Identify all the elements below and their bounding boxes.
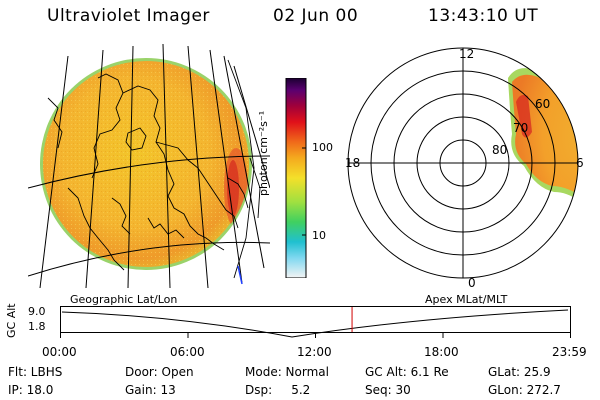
intensity-colorbar [285,78,307,278]
colorbar-tick-100: 100 [312,141,333,154]
polar-mlat-mlt-plot [347,47,579,279]
ip-status: IP: 18.0 [8,383,54,397]
filter-status: Flt: LBHS [8,365,63,379]
orbit-yaxis-label: GC Alt [5,303,18,338]
seq-status: Seq: 30 [365,383,411,397]
geo-coastlines [47,73,249,271]
geographic-image [28,43,270,289]
orbit-xtick: 00:00 [42,345,77,359]
geographic-caption: Geographic Lat/Lon [70,293,178,306]
gc-alt-status: GC Alt: 6.1 Re [365,365,449,379]
orbit-altitude-plot [60,306,571,338]
orbit-xtick: 06:00 [170,345,205,359]
image-date: 02 Jun 00 [273,6,359,26]
mlat-label-60: 60 [535,97,551,111]
orbit-plot-frame [60,306,571,333]
glon-status: GLon: 272.7 [488,383,561,397]
colorbar-tick-10: 10 [312,229,326,242]
image-time: 13:43:10 UT [428,6,539,26]
mode-status: Mode: Normal [245,365,329,379]
orbit-ytick-bottom: 1.8 [28,320,46,333]
geo-meridians [39,43,270,289]
colorbar-unit-label: photon cm⁻²s⁻¹ [257,110,270,196]
door-status: Door: Open [125,365,194,379]
orbit-xtick: 23:59 [552,345,587,359]
orbit-altitude-curve [61,309,569,338]
gain-status: Gain: 13 [125,383,176,397]
orbit-xtick: 12:00 [297,345,332,359]
mlt-label-18: 18 [345,156,361,170]
mlat-label-70: 70 [513,121,529,135]
mlat-label-80: 80 [492,143,508,157]
mlt-label-6: 6 [576,156,584,170]
apex-caption: Apex MLat/MLT [425,293,508,306]
orbit-xtick: 18:00 [424,345,459,359]
instrument-title: Ultraviolet Imager [47,6,210,26]
orbit-ytick-top: 9.0 [28,305,46,318]
mlt-label-0: 0 [468,276,476,290]
mlt-label-12: 12 [459,47,475,61]
dsp-status: Dsp: 5.2 [245,383,311,397]
polar-spokes [348,48,578,278]
geo-parallels [28,155,270,277]
glat-status: GLat: 25.9 [488,365,551,379]
